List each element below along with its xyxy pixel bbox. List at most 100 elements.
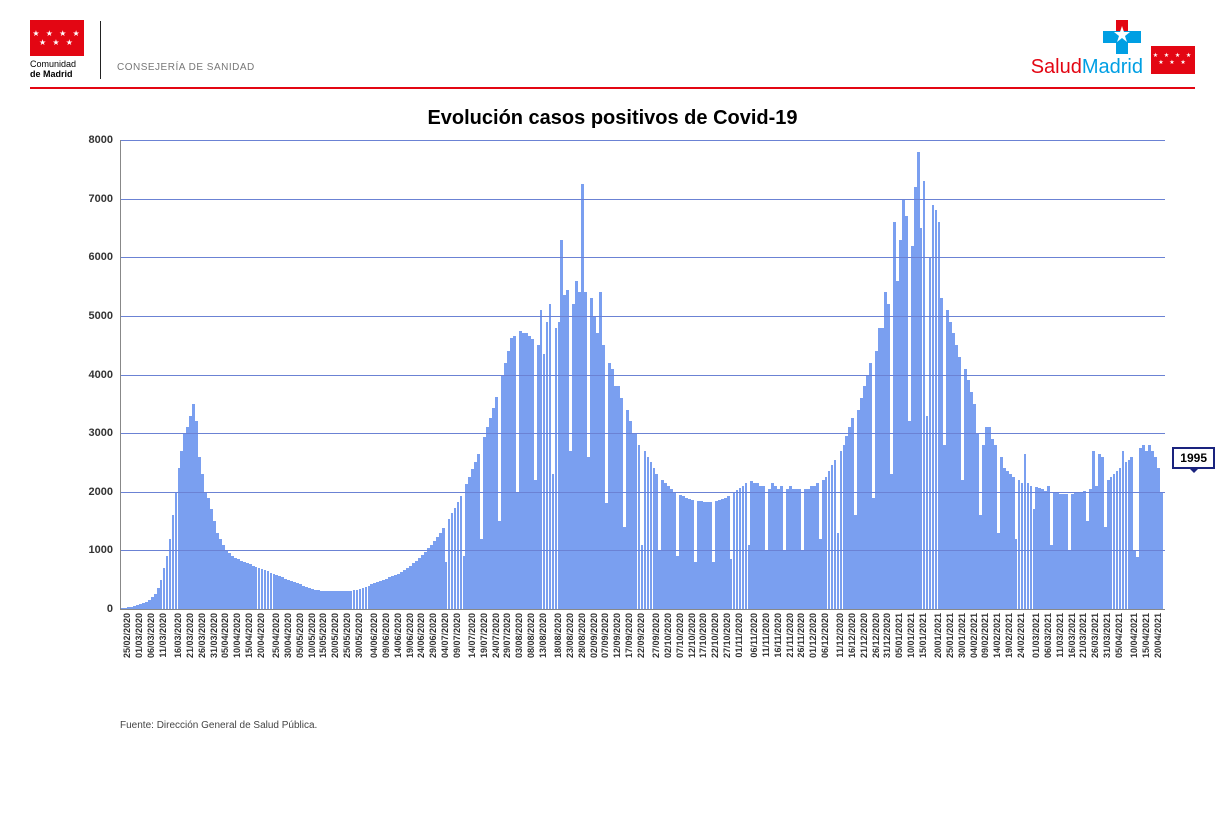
x-tick-label: 19/06/2020 <box>405 613 415 658</box>
y-tick-label: 3000 <box>89 427 121 439</box>
x-tick-label: 05/01/2021 <box>894 613 904 658</box>
x-tick-label: 19/02/2021 <box>1004 613 1014 658</box>
x-tick-label: 26/11/2020 <box>796 613 806 658</box>
x-tick-label: 20/04/2020 <box>256 613 266 658</box>
madrid-flag-icon: ★ ★ ★ ★★ ★ ★ <box>30 20 84 56</box>
x-tick-label: 07/09/2020 <box>600 613 610 658</box>
x-tick-label: 25/04/2020 <box>271 613 281 658</box>
department-label: CONSEJERÍA DE SANIDAD <box>117 62 255 73</box>
x-tick-label: 06/03/2021 <box>1043 613 1053 658</box>
org-name: Comunidad de Madrid <box>30 59 76 79</box>
grid-line <box>121 375 1165 376</box>
x-tick-label: 01/11/2020 <box>734 613 744 658</box>
x-tick-label: 09/02/2021 <box>980 613 990 658</box>
x-tick-label: 01/03/2021 <box>1031 613 1041 658</box>
x-tick-label: 01/03/2020 <box>134 613 144 658</box>
x-tick-label: 17/09/2020 <box>624 613 634 658</box>
x-tick-label: 14/02/2021 <box>992 613 1002 658</box>
x-tick-label: 25/02/2020 <box>122 613 132 658</box>
y-tick-label: 6000 <box>89 251 121 263</box>
comunidad-madrid-logo: ★ ★ ★ ★★ ★ ★ Comunidad de Madrid <box>30 20 84 79</box>
grid-line <box>121 550 1165 551</box>
x-tick-label: 30/01/2021 <box>957 613 967 658</box>
madrid-flag-small-icon: ★ ★ ★ ★★ ★ ★ <box>1151 46 1195 74</box>
x-tick-label: 25/05/2020 <box>342 613 352 658</box>
x-tick-label: 01/12/2020 <box>808 613 818 658</box>
grid-line <box>121 433 1165 434</box>
page: ★ ★ ★ ★★ ★ ★ Comunidad de Madrid CONSEJE… <box>0 0 1225 819</box>
x-tick-label: 21/11/2020 <box>785 613 795 658</box>
x-tick-label: 07/10/2020 <box>675 613 685 658</box>
x-tick-label: 04/02/2021 <box>969 613 979 658</box>
x-tick-label: 20/04/2021 <box>1153 613 1163 658</box>
x-tick-label: 23/08/2020 <box>565 613 575 658</box>
x-tick-label: 29/07/2020 <box>502 613 512 658</box>
x-tick-label: 27/09/2020 <box>651 613 661 658</box>
y-tick-label: 5000 <box>89 310 121 322</box>
stars-icon: ★ ★ ★ ★★ ★ ★ <box>1153 53 1194 67</box>
x-tick-label: 14/06/2020 <box>393 613 403 658</box>
x-tick-label: 16/11/2020 <box>773 613 783 658</box>
x-tick-label: 30/04/2020 <box>283 613 293 658</box>
x-tick-label: 16/12/2020 <box>847 613 857 658</box>
x-tick-label: 16/03/2020 <box>173 613 183 658</box>
x-tick-label: 15/04/2021 <box>1141 613 1151 658</box>
x-tick-label: 06/11/2020 <box>749 613 759 658</box>
x-tick-label: 10/04/2021 <box>1129 613 1139 658</box>
x-tick-label: 10/04/2020 <box>232 613 242 658</box>
x-tick-label: 05/04/2021 <box>1114 613 1124 658</box>
salud-madrid-logo: SaludMadrid <box>1031 20 1143 79</box>
x-tick-label: 26/03/2020 <box>197 613 207 658</box>
x-tick-label: 12/09/2020 <box>612 613 622 658</box>
x-tick-label: 05/04/2020 <box>220 613 230 658</box>
grid-line <box>121 199 1165 200</box>
x-tick-label: 02/10/2020 <box>663 613 673 658</box>
x-tick-label: 11/03/2021 <box>1055 613 1065 658</box>
x-tick-label: 29/06/2020 <box>428 613 438 658</box>
org-line1: Comunidad <box>30 59 76 69</box>
x-tick-label: 15/05/2020 <box>318 613 328 658</box>
x-tick-label: 26/03/2021 <box>1090 613 1100 658</box>
x-tick-label: 24/06/2020 <box>416 613 426 658</box>
x-tick-label: 26/12/2020 <box>871 613 881 658</box>
x-tick-label: 21/03/2020 <box>185 613 195 658</box>
grid-line <box>121 316 1165 317</box>
x-tick-label: 31/12/2020 <box>882 613 892 658</box>
x-tick-label: 02/09/2020 <box>589 613 599 658</box>
divider <box>100 21 101 79</box>
x-tick-label: 22/10/2020 <box>710 613 720 658</box>
x-tick-label: 27/10/2020 <box>722 613 732 658</box>
x-tick-label: 09/07/2020 <box>452 613 462 658</box>
x-tick-label: 19/07/2020 <box>479 613 489 658</box>
x-tick-label: 14/07/2020 <box>467 613 477 658</box>
x-tick-label: 20/05/2020 <box>330 613 340 658</box>
stars-icon: ★ ★ ★ ★★ ★ ★ <box>32 29 81 47</box>
x-tick-label: 11/03/2020 <box>158 613 168 658</box>
header-left: ★ ★ ★ ★★ ★ ★ Comunidad de Madrid CONSEJE… <box>30 20 255 79</box>
x-tick-label: 09/06/2020 <box>381 613 391 658</box>
y-tick-label: 7000 <box>89 193 121 205</box>
chart-title: Evolución casos positivos de Covid-19 <box>30 107 1195 130</box>
x-tick-label: 28/08/2020 <box>577 613 587 658</box>
x-tick-label: 31/03/2021 <box>1102 613 1112 658</box>
x-tick-label: 12/10/2020 <box>687 613 697 658</box>
x-tick-label: 21/12/2020 <box>859 613 869 658</box>
brand-part1: Salud <box>1031 56 1082 78</box>
grid-line <box>121 140 1165 141</box>
x-tick-label: 18/08/2020 <box>553 613 563 658</box>
x-tick-label: 30/05/2020 <box>354 613 364 658</box>
x-tick-label: 10/01/2021 <box>906 613 916 658</box>
x-tick-label: 31/03/2020 <box>209 613 219 658</box>
x-tick-label: 20/01/2021 <box>933 613 943 658</box>
x-tick-label: 04/06/2020 <box>369 613 379 658</box>
x-tick-label: 24/02/2021 <box>1016 613 1026 658</box>
x-tick-label: 11/12/2020 <box>835 613 845 658</box>
x-tick-label: 05/05/2020 <box>295 613 305 658</box>
x-tick-label: 10/05/2020 <box>307 613 317 658</box>
grid-line <box>121 257 1165 258</box>
x-tick-label: 06/03/2020 <box>146 613 156 658</box>
health-cross-icon <box>1103 20 1143 54</box>
x-tick-label: 04/07/2020 <box>440 613 450 658</box>
x-tick-label: 24/07/2020 <box>491 613 501 658</box>
y-tick-label: 2000 <box>89 486 121 498</box>
